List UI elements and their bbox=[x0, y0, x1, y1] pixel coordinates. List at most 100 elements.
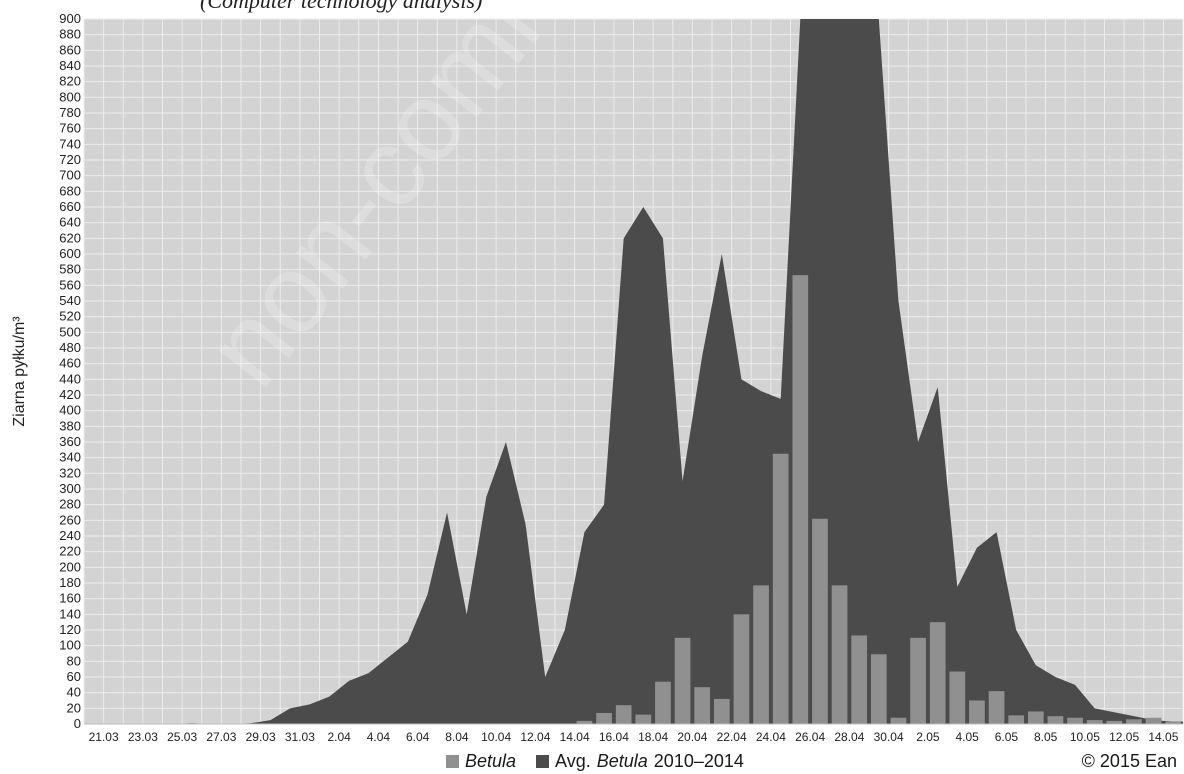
y-tick-label: 20 bbox=[67, 700, 81, 715]
legend-swatch-avg-betula bbox=[536, 755, 550, 768]
x-tick-label: 18.04 bbox=[638, 730, 668, 744]
y-tick-label: 220 bbox=[59, 544, 81, 559]
y-tick-label: 500 bbox=[59, 324, 81, 339]
bar-betula bbox=[674, 637, 691, 724]
bar-betula bbox=[969, 700, 985, 724]
legend-label-avg-prefix: Avg. bbox=[555, 751, 591, 771]
x-tick-label: 6.05 bbox=[995, 730, 1019, 744]
x-tick-label: 29.03 bbox=[246, 730, 276, 744]
y-tick-label: 340 bbox=[59, 450, 81, 465]
x-tick-label: 4.05 bbox=[955, 730, 979, 744]
bar-betula bbox=[812, 518, 828, 724]
y-tick-label: 300 bbox=[59, 481, 81, 496]
x-tick-label: 20.04 bbox=[677, 730, 707, 744]
y-tick-label: 120 bbox=[59, 622, 81, 637]
bar-betula bbox=[1126, 719, 1142, 724]
y-tick-label: 800 bbox=[59, 89, 81, 104]
y-tick-label: 0 bbox=[74, 716, 81, 731]
x-tick-label: 22.04 bbox=[717, 730, 747, 744]
y-tick-label: 620 bbox=[59, 230, 81, 245]
bar-betula bbox=[733, 614, 750, 724]
y-tick-label: 820 bbox=[59, 74, 81, 89]
bar-betula bbox=[1008, 715, 1025, 724]
bar-betula bbox=[1165, 721, 1182, 724]
series-area-avg-betula bbox=[84, 19, 1183, 724]
x-tick-label: 28.04 bbox=[834, 730, 864, 744]
copyright: © 2015 Ean bbox=[1081, 751, 1177, 771]
x-tick-label: 8.05 bbox=[1034, 730, 1058, 744]
bar-betula bbox=[890, 717, 907, 724]
bar-betula bbox=[635, 714, 652, 724]
y-tick-label: 280 bbox=[59, 497, 81, 512]
y-tick-label: 180 bbox=[59, 575, 81, 590]
legend: Betula Avg. Betula 2010–2014 bbox=[446, 751, 758, 772]
x-tick-label: 4.04 bbox=[367, 730, 391, 744]
y-tick-label: 160 bbox=[59, 591, 81, 606]
y-tick-label: 540 bbox=[59, 293, 81, 308]
bar-betula bbox=[988, 691, 1005, 724]
x-tick-label: 16.04 bbox=[599, 730, 629, 744]
bar-betula bbox=[929, 622, 946, 724]
x-tick-label: 10.04 bbox=[481, 730, 511, 744]
x-tick-label: 23.03 bbox=[128, 730, 158, 744]
y-tick-label: 40 bbox=[67, 685, 81, 700]
y-tick-label: 320 bbox=[59, 465, 81, 480]
y-tick-label: 740 bbox=[59, 136, 81, 151]
x-tick-label: 12.05 bbox=[1109, 730, 1139, 744]
y-tick-label: 840 bbox=[59, 58, 81, 73]
bar-betula bbox=[1145, 717, 1162, 724]
y-tick-label: 580 bbox=[59, 262, 81, 277]
y-tick-label: 760 bbox=[59, 121, 81, 136]
x-tick-label: 30.04 bbox=[874, 730, 904, 744]
y-tick-label: 860 bbox=[59, 42, 81, 57]
y-tick-label: 640 bbox=[59, 215, 81, 230]
bar-betula bbox=[1067, 717, 1083, 724]
x-tick-label: 27.03 bbox=[206, 730, 236, 744]
y-tick-label: 380 bbox=[59, 418, 81, 433]
legend-label-betula: Betula bbox=[465, 751, 517, 771]
bar-betula bbox=[1086, 720, 1103, 724]
bar-betula bbox=[1106, 720, 1123, 724]
bar-betula bbox=[753, 585, 769, 724]
x-tick-label: 14.04 bbox=[560, 730, 590, 744]
x-tick-label: 24.04 bbox=[756, 730, 786, 744]
x-tick-label: 8.04 bbox=[445, 730, 469, 744]
y-tick-label: 600 bbox=[59, 246, 81, 261]
legend-label-avg-italic: Betula bbox=[596, 751, 648, 771]
legend-swatch-betula bbox=[446, 755, 459, 768]
y-tick-label: 560 bbox=[59, 277, 81, 292]
x-tick-label: 26.04 bbox=[795, 730, 825, 744]
y-tick-label: 440 bbox=[59, 371, 81, 386]
bar-betula bbox=[851, 635, 868, 724]
y-tick-label: 80 bbox=[67, 653, 81, 668]
y-tick-label: 60 bbox=[67, 669, 81, 684]
bar-betula bbox=[576, 720, 593, 724]
y-tick-label: 420 bbox=[59, 387, 81, 402]
y-tick-label: 480 bbox=[59, 340, 81, 355]
bar-betula bbox=[831, 585, 848, 724]
header-fragment: (Computer technology analysis) bbox=[200, 0, 483, 13]
y-tick-label: 360 bbox=[59, 434, 81, 449]
bar-betula bbox=[772, 453, 789, 724]
bar-betula bbox=[949, 671, 966, 724]
y-tick-label: 880 bbox=[59, 27, 81, 42]
y-tick-label: 400 bbox=[59, 403, 81, 418]
y-tick-label: 660 bbox=[59, 199, 81, 214]
bar-betula bbox=[713, 698, 730, 724]
x-tick-label: 6.04 bbox=[406, 730, 430, 744]
y-tick-label: 900 bbox=[59, 11, 81, 26]
y-axis-label: Ziarna pyłku/m³ bbox=[11, 316, 28, 427]
bar-betula bbox=[694, 687, 711, 724]
y-tick-label: 100 bbox=[59, 638, 81, 653]
x-tick-label: 12.04 bbox=[520, 730, 550, 744]
bar-betula bbox=[1047, 716, 1064, 724]
y-tick-label: 140 bbox=[59, 606, 81, 621]
x-tick-label: 21.03 bbox=[89, 730, 119, 744]
bar-betula bbox=[655, 681, 671, 724]
bar-betula bbox=[615, 705, 632, 724]
y-tick-label: 520 bbox=[59, 309, 81, 324]
x-tick-label: 14.05 bbox=[1148, 730, 1178, 744]
bar-betula bbox=[792, 275, 809, 724]
x-tick-label: 2.04 bbox=[327, 730, 351, 744]
